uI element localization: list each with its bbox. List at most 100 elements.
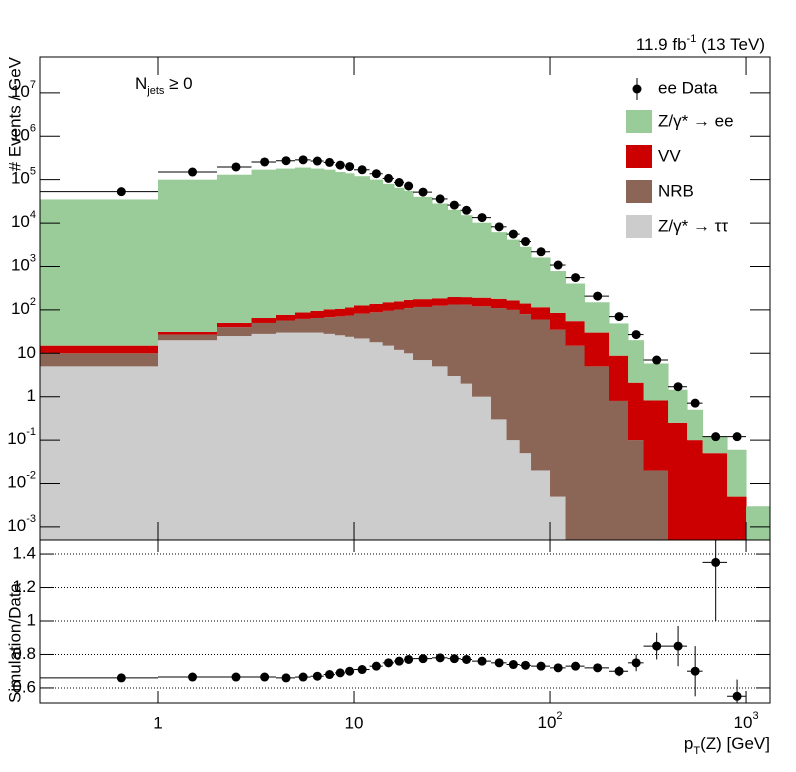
histogram-bar xyxy=(354,305,371,314)
histogram-bar xyxy=(354,313,371,339)
histogram-bar xyxy=(447,209,462,298)
histogram-bar xyxy=(335,335,346,540)
data-point xyxy=(711,432,721,442)
histogram-bar xyxy=(628,382,645,441)
data-point xyxy=(357,165,367,175)
data-point xyxy=(325,157,335,167)
tick-base: 10 xyxy=(538,713,557,732)
histogram-bar xyxy=(217,327,253,337)
ratio-point xyxy=(384,658,394,668)
data-point xyxy=(394,178,404,188)
histogram-bar xyxy=(40,366,159,540)
histogram-bar xyxy=(447,297,462,305)
ratio-point xyxy=(711,557,721,567)
data-point xyxy=(435,194,445,204)
ratio-tick-label: 0.6 xyxy=(12,677,36,696)
histogram-bar xyxy=(310,168,325,311)
tick-base: 10 xyxy=(11,126,30,145)
histogram-bar xyxy=(404,299,414,309)
histogram-bar xyxy=(609,323,629,356)
histogram-bar xyxy=(609,400,629,540)
histogram-bar xyxy=(565,345,586,540)
histogram-bar xyxy=(519,246,532,304)
histogram-bar xyxy=(668,422,688,540)
histogram-bar xyxy=(472,297,492,307)
histogram-bar xyxy=(345,315,355,337)
data-point xyxy=(477,213,487,223)
histogram-bar xyxy=(491,298,508,309)
histogram-bar xyxy=(404,353,414,540)
ratio-point xyxy=(298,672,308,682)
data-point xyxy=(571,273,581,283)
data-point xyxy=(188,167,198,177)
y-tick-label: 106 xyxy=(11,122,36,145)
histogram-bar xyxy=(382,345,395,540)
data-point xyxy=(281,156,291,166)
y-tick-label: 10-1 xyxy=(7,426,36,449)
ratio-point xyxy=(335,668,345,678)
data-point xyxy=(231,162,241,172)
legend-swatch xyxy=(626,215,652,238)
histogram-bar xyxy=(550,496,567,540)
y-tick-label: 10 xyxy=(17,343,36,362)
histogram-bar xyxy=(276,320,296,333)
histogram-bar xyxy=(40,199,159,346)
histogram-bar xyxy=(295,312,312,319)
data-point xyxy=(312,156,322,166)
histogram-bar xyxy=(506,300,521,310)
ratio-tick-label: 1 xyxy=(27,610,36,629)
histogram-bar xyxy=(432,298,449,306)
histogram-bar xyxy=(727,449,747,497)
data-point xyxy=(536,247,546,257)
histogram-bar xyxy=(158,331,218,335)
histogram-bar xyxy=(276,314,296,321)
histogram-bar xyxy=(491,308,508,420)
tick-base: 10 xyxy=(7,430,26,449)
histogram-bar xyxy=(584,302,610,333)
tick-exponent: 3 xyxy=(30,252,36,264)
ratio-point xyxy=(312,671,322,681)
histogram-bar xyxy=(491,419,508,540)
histogram-bar xyxy=(40,353,159,367)
ratio-point xyxy=(652,641,662,651)
tick-base: 10 xyxy=(7,516,26,535)
histogram-bar xyxy=(702,436,728,454)
ratio-point xyxy=(462,654,472,664)
histogram-bar xyxy=(506,309,521,441)
data-point xyxy=(614,312,624,322)
legend-label: Z/γ* → ee xyxy=(658,111,734,130)
legend-label: Z/γ* → ττ xyxy=(658,216,728,235)
tick-exponent: -1 xyxy=(26,426,36,438)
data-point xyxy=(652,355,662,365)
data-point xyxy=(404,181,414,191)
legend: ee Data Z/γ* → ee VV NRB Z/γ* → ττ xyxy=(626,78,734,238)
ratio-point xyxy=(690,666,700,676)
ratio-point xyxy=(435,653,445,663)
tick-exponent: 6 xyxy=(30,122,36,134)
histogram-bar xyxy=(295,318,312,333)
histogram-bar xyxy=(382,183,395,303)
histogram-bar xyxy=(310,332,325,540)
ratio-point xyxy=(394,656,404,666)
data-point xyxy=(298,155,308,165)
y-axis-title: # Events / GeV xyxy=(5,56,24,171)
tick-exponent: 3 xyxy=(752,710,758,722)
tick-exponent: 5 xyxy=(30,166,36,178)
histogram-bar xyxy=(506,440,521,540)
tick-exponent: -2 xyxy=(26,469,36,481)
histogram-bar xyxy=(584,332,610,367)
legend-label: ee Data xyxy=(658,78,718,97)
tick-exponent: 2 xyxy=(30,296,36,308)
histogram-bar xyxy=(447,375,462,540)
histogram-bar xyxy=(643,470,669,540)
histogram-bar xyxy=(702,453,728,540)
histogram-bar xyxy=(345,307,355,316)
histogram-bar xyxy=(323,317,336,334)
legend-label: VV xyxy=(658,146,681,165)
ratio-point xyxy=(732,691,742,701)
histogram-bar xyxy=(460,383,473,540)
tick-base: 10 xyxy=(11,82,30,101)
histogram-bar xyxy=(404,190,414,300)
ratio-point xyxy=(357,665,367,675)
histogram-bar xyxy=(687,409,704,441)
